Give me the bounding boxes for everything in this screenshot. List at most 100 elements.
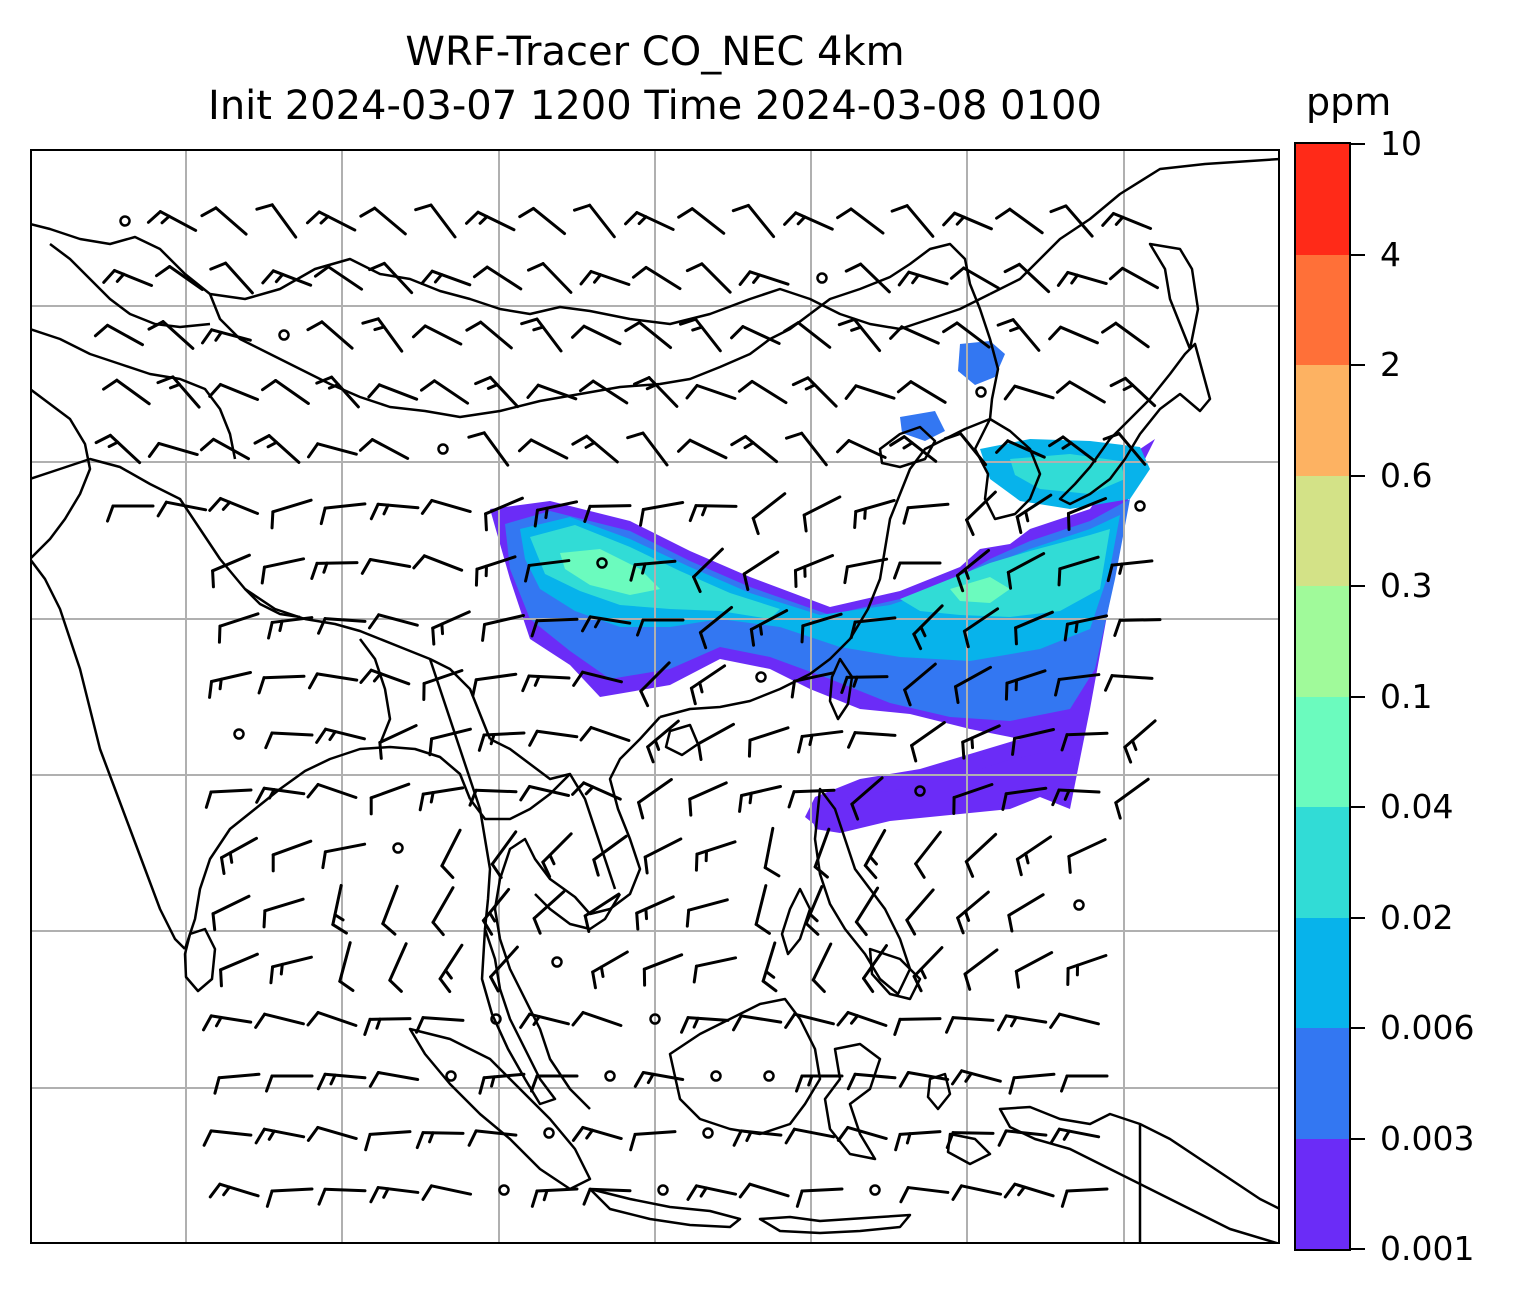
wind-barb bbox=[1014, 951, 1054, 989]
wind-barb bbox=[254, 1127, 306, 1145]
wind-barb bbox=[526, 262, 573, 294]
border-china-russia-ne bbox=[809, 242, 1000, 420]
wind-barb bbox=[678, 317, 722, 353]
wind-barb bbox=[1106, 559, 1154, 583]
wind-barb bbox=[208, 497, 260, 515]
wind-barb bbox=[1014, 610, 1054, 646]
colorbar-segment bbox=[1296, 586, 1349, 697]
wind-barb bbox=[912, 604, 944, 651]
wind-barb bbox=[942, 211, 993, 231]
wind-barb bbox=[306, 1010, 358, 1028]
wind-barb bbox=[1113, 618, 1162, 637]
wind-barb bbox=[1102, 432, 1147, 466]
wind-barb bbox=[271, 839, 313, 873]
wind-barb bbox=[910, 721, 946, 763]
wind-barb bbox=[156, 500, 208, 518]
calm-wind-marker bbox=[604, 1070, 616, 1082]
wind-barb bbox=[914, 830, 942, 879]
wind-barb bbox=[624, 211, 675, 231]
wind-barb bbox=[677, 438, 728, 460]
wind-barb bbox=[419, 379, 470, 405]
wind-barb bbox=[697, 722, 735, 761]
wind-barb bbox=[639, 661, 671, 708]
wind-barb bbox=[209, 261, 254, 295]
wind-barb bbox=[1048, 325, 1099, 345]
wind-barb bbox=[790, 671, 836, 699]
wind-barb bbox=[146, 210, 198, 232]
wind-barb bbox=[147, 320, 195, 350]
wind-barb bbox=[369, 502, 420, 521]
chart-title-line2: Init 2024-03-07 1200 Time 2024-03-08 010… bbox=[208, 83, 1102, 129]
wind-barb bbox=[313, 265, 364, 291]
wind-barb bbox=[519, 1012, 570, 1029]
wind-barb bbox=[730, 434, 779, 464]
wind-barb bbox=[533, 500, 579, 528]
colorbar-tick-label: 0.001 bbox=[1380, 1229, 1475, 1268]
wind-barb bbox=[368, 1071, 420, 1088]
wind-barb bbox=[943, 431, 988, 467]
wind-barb bbox=[211, 894, 251, 932]
colorbar-segment bbox=[1296, 1138, 1349, 1249]
coastline-indochina bbox=[493, 716, 661, 1110]
wind-barb bbox=[414, 203, 457, 239]
wind-barb bbox=[784, 1012, 835, 1029]
wind-barb bbox=[747, 726, 790, 758]
wind-barb bbox=[363, 1017, 412, 1036]
calm-wind-marker bbox=[1134, 500, 1146, 512]
wind-barb bbox=[220, 836, 258, 875]
wind-barb bbox=[854, 886, 880, 937]
wind-barb bbox=[836, 1125, 888, 1142]
wind-barb bbox=[93, 323, 144, 347]
wind-barb bbox=[836, 1010, 888, 1028]
coastline-philippines bbox=[813, 787, 912, 996]
wind-barb bbox=[732, 1129, 783, 1147]
wind-barb bbox=[306, 320, 354, 350]
wind-barb bbox=[1060, 731, 1109, 752]
colorbar-tick bbox=[1351, 474, 1365, 477]
wind-barb bbox=[583, 504, 632, 523]
wind-barb bbox=[844, 384, 896, 400]
wind-barb bbox=[360, 558, 412, 575]
colorbar-tick bbox=[1351, 585, 1365, 587]
wind-barb bbox=[850, 776, 884, 821]
calm-wind-marker bbox=[914, 785, 926, 797]
wind-barb bbox=[477, 731, 526, 752]
wind-barb bbox=[996, 1014, 1048, 1032]
wind-barb bbox=[213, 1072, 261, 1095]
wind-barb bbox=[742, 550, 780, 591]
wind-barb bbox=[571, 434, 619, 464]
wind-barb bbox=[359, 206, 407, 236]
colorbar-tick bbox=[1351, 1137, 1365, 1140]
wind-barb bbox=[899, 1186, 950, 1204]
plume-korea-blob bbox=[958, 341, 1005, 385]
map-panel[interactable] bbox=[30, 149, 1280, 1244]
wind-barb bbox=[481, 887, 511, 936]
wind-barb bbox=[315, 727, 366, 744]
wind-barb bbox=[633, 1071, 685, 1088]
wind-barb bbox=[738, 1182, 790, 1199]
wind-barb bbox=[632, 376, 679, 408]
coastline-maluku bbox=[946, 1132, 992, 1166]
wind-barb bbox=[369, 782, 411, 816]
calm-wind-marker bbox=[551, 956, 563, 968]
wind-barb bbox=[811, 942, 833, 993]
wind-barb bbox=[317, 617, 367, 635]
calm-wind-marker bbox=[498, 1184, 510, 1196]
wind-barb bbox=[840, 675, 889, 694]
plume-bohai-blob bbox=[900, 411, 945, 441]
colorbar-tick-label: 4 bbox=[1380, 234, 1401, 274]
wind-barb bbox=[472, 265, 523, 291]
wind-barb bbox=[422, 668, 464, 702]
wind-barb bbox=[1049, 1127, 1101, 1145]
wind-barb bbox=[418, 786, 465, 812]
wind-barb bbox=[319, 502, 367, 526]
wind-barb bbox=[269, 955, 313, 985]
wind-barb bbox=[530, 1074, 579, 1093]
wind-barb bbox=[484, 496, 524, 532]
wind-barb bbox=[677, 207, 726, 235]
calm-wind-marker bbox=[596, 557, 608, 569]
calm-wind-marker bbox=[1073, 899, 1085, 911]
border-nepal bbox=[244, 588, 301, 619]
wind-barb bbox=[583, 892, 621, 933]
wind-barb bbox=[481, 614, 525, 642]
